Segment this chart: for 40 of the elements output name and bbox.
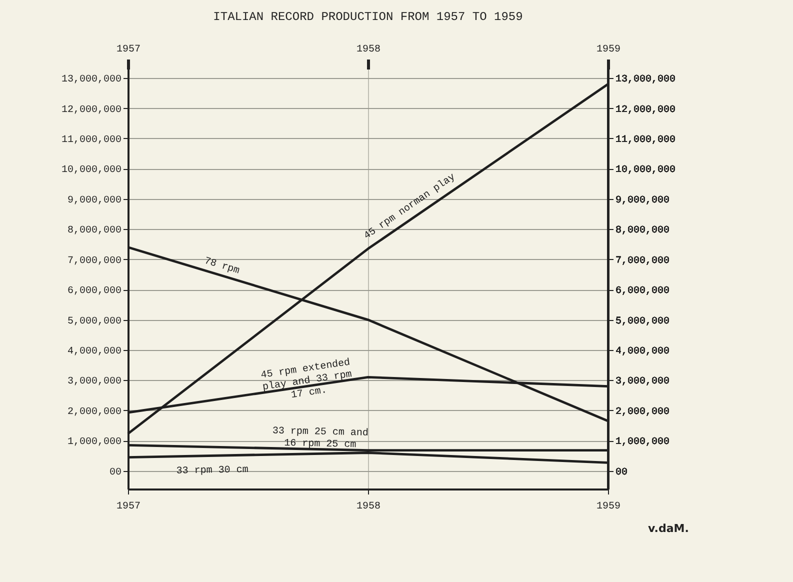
x-tick-label: 1958: [356, 502, 381, 512]
y-tick-label: 6,000,000: [67, 286, 122, 298]
y2-tick-label: 12,000,000: [616, 104, 676, 116]
series-label: 33 rpm 25 cm and 16 rpm 25 cm: [272, 425, 368, 452]
y-tick-label: 10,000,000: [61, 165, 122, 176]
y-tick-label: 5,000,000: [67, 316, 122, 328]
y-tick-label: 13,000,000: [61, 74, 122, 86]
category-label: 1958: [356, 44, 381, 56]
y2-tick-label: 13,000,000: [616, 74, 676, 86]
x-tick-label: 1957: [116, 502, 141, 512]
y2-tick-label: 3,000,000: [616, 376, 670, 388]
x-tick-label: 1959: [596, 502, 621, 512]
y-tick-label: 4,000,000: [67, 346, 122, 358]
y-tick-label: 8,000,000: [67, 226, 122, 237]
y2-tick-label: 5,000,000: [616, 316, 670, 328]
category-label: 1959: [596, 44, 621, 56]
text: 78 rpm: [202, 256, 240, 278]
y-tick-label: 2,000,000: [67, 406, 122, 418]
y2-tick-label: 8,000,000: [616, 226, 670, 237]
y-tick-label: 11,000,000: [61, 134, 122, 146]
y2-tick-label: 6,000,000: [616, 286, 670, 298]
y2-tick-label: 9,000,000: [616, 195, 670, 206]
y2-tick-label: 10,000,000: [616, 165, 676, 176]
y-tick-label: 3,000,000: [67, 376, 122, 388]
y-tick-label: 1,000,000: [67, 437, 122, 448]
y2-tick-label: 00: [616, 467, 628, 478]
y2-tick-label: 7,000,000: [616, 256, 670, 267]
chart-title: ITALIAN RECORD PRODUCTION FROM 1957 TO 1959: [213, 10, 523, 24]
series-label: 33 rpm 30 cm: [176, 465, 248, 478]
text: 45 rpm extended play and 33 rpm 17 cm.: [260, 356, 353, 402]
y2-tick-label: 11,000,000: [616, 134, 676, 146]
y-tick-label: 00: [109, 467, 122, 478]
y2-tick-label: 4,000,000: [616, 346, 670, 358]
y2-tick-label: 1,000,000: [616, 437, 670, 448]
category-label: 1957: [116, 44, 141, 56]
y-tick-label: 7,000,000: [67, 256, 122, 267]
text: v.daM.: [648, 522, 689, 535]
y-tick-label: 12,000,000: [61, 104, 122, 116]
y2-tick-label: 2,000,000: [616, 406, 670, 418]
y-tick-label: 9,000,000: [67, 195, 122, 206]
